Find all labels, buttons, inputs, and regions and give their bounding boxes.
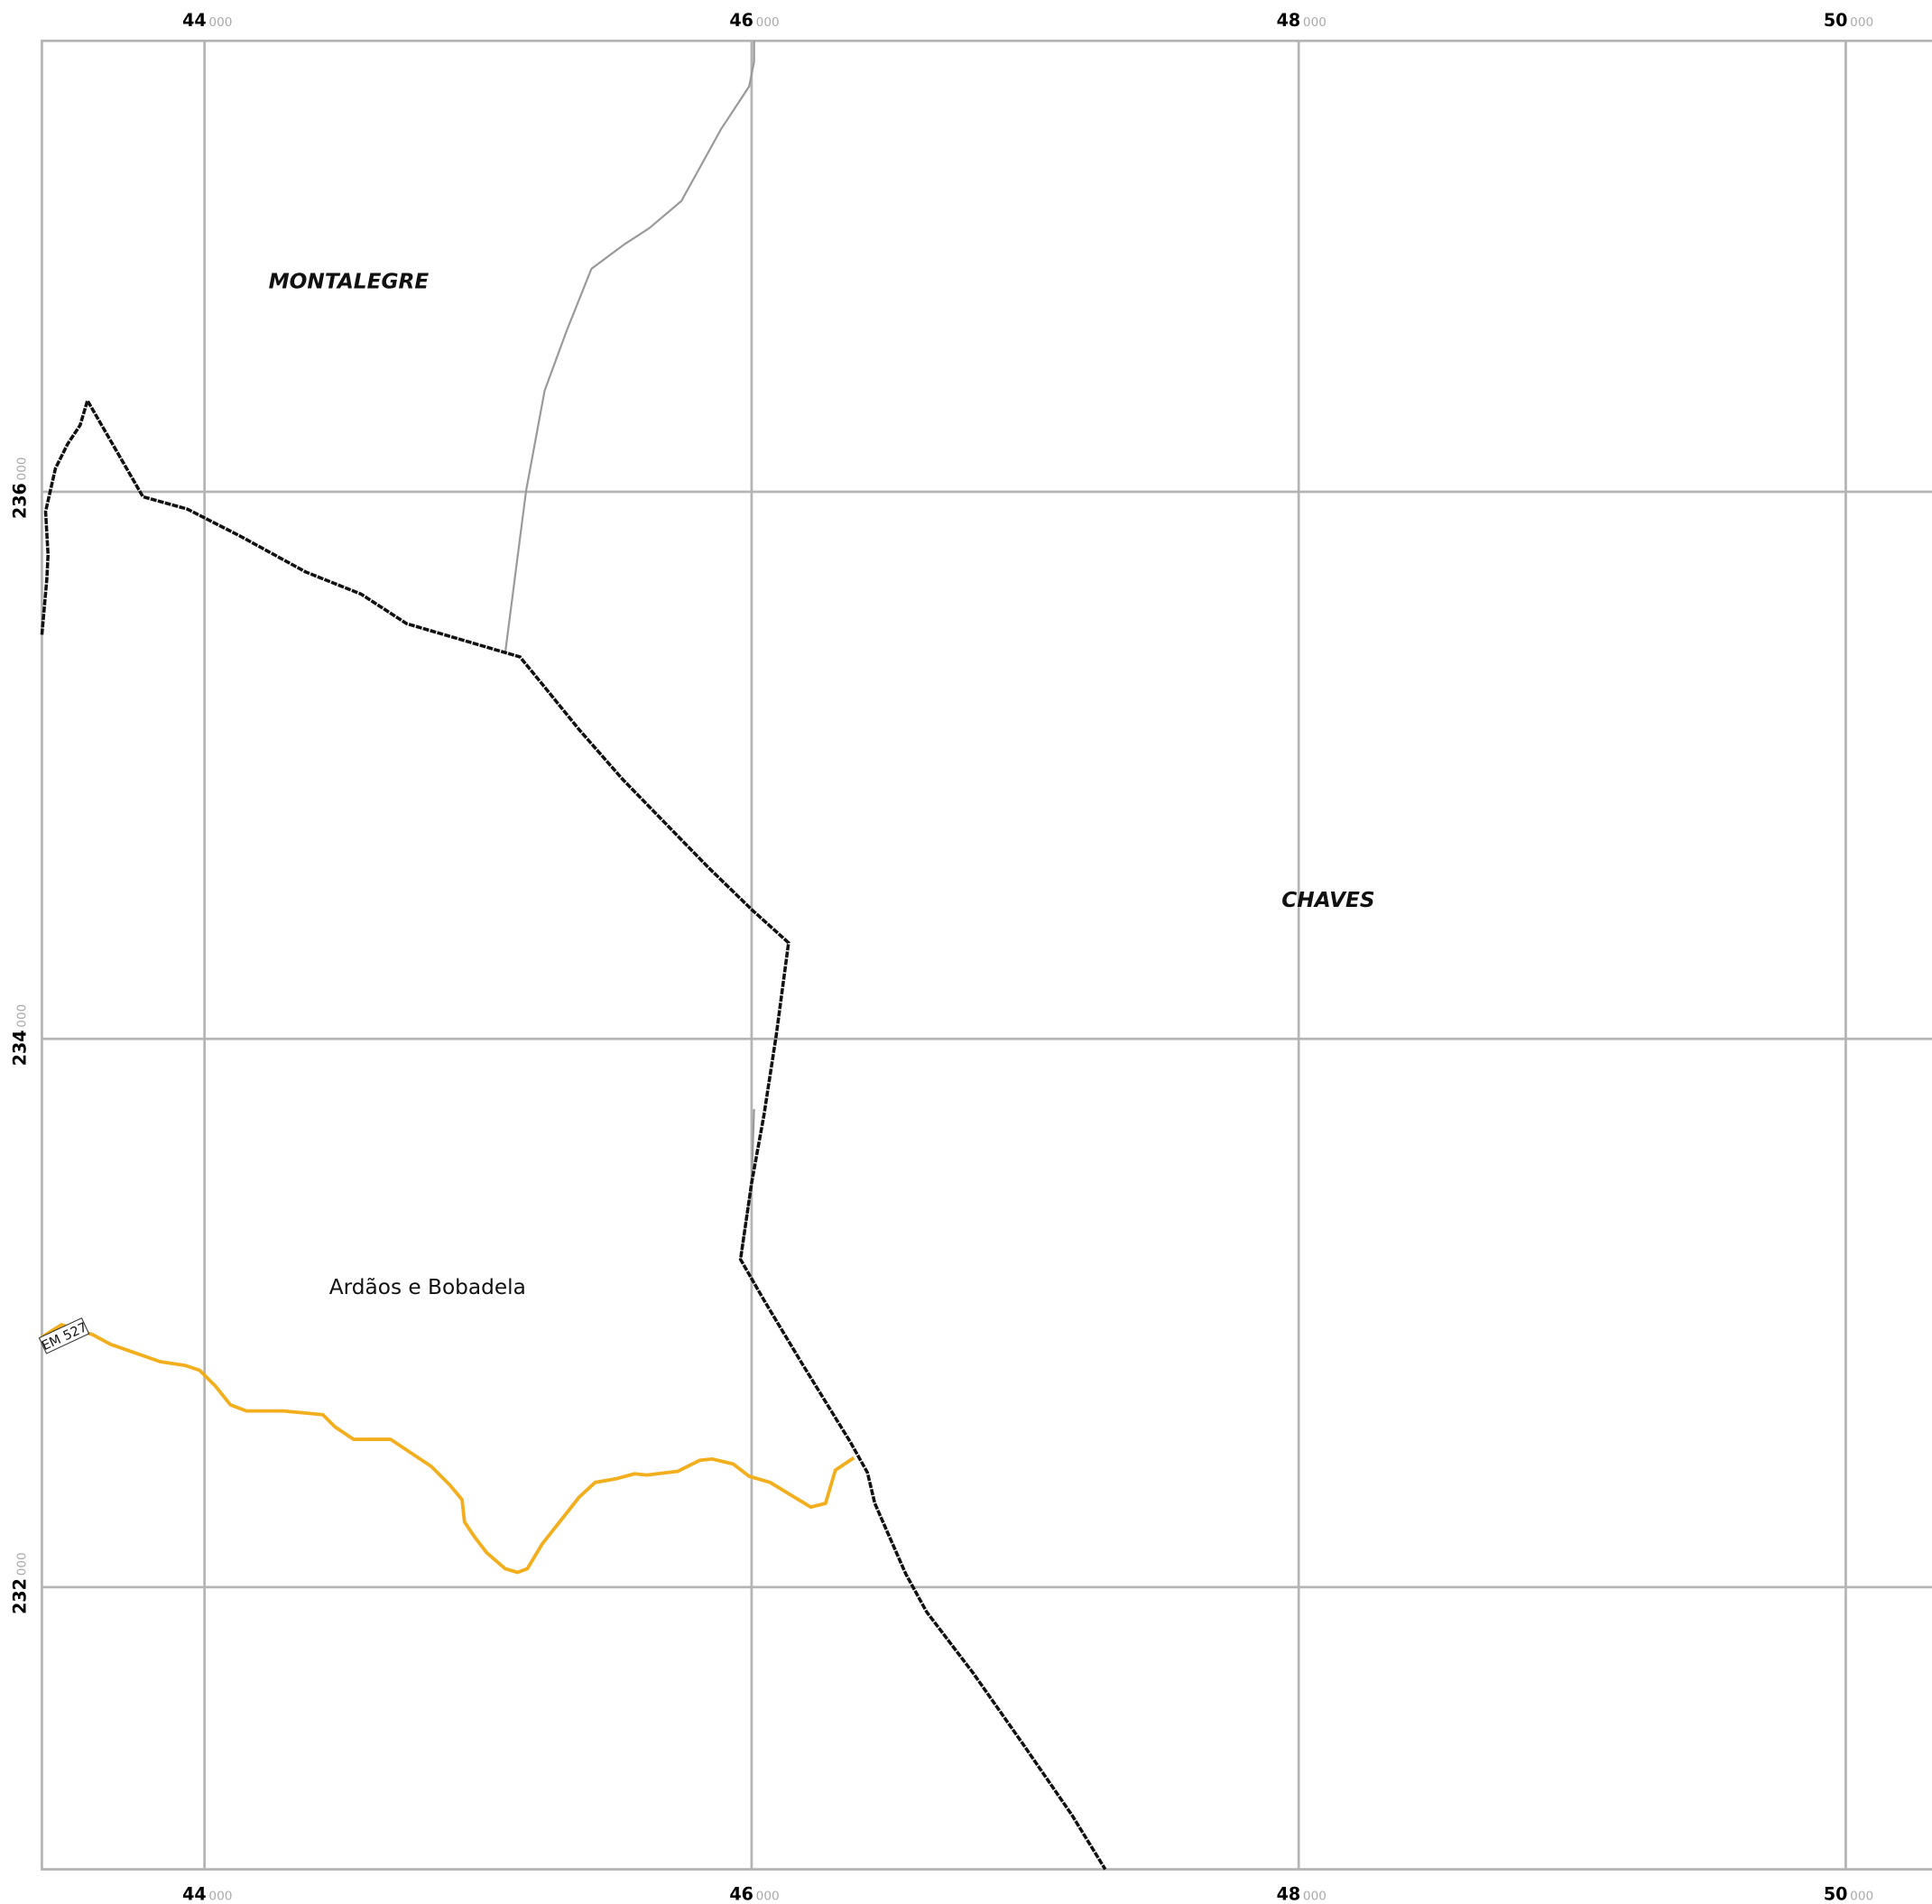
grid-label-minor: 000 [1850,1890,1873,1904]
road-label-box [38,1317,90,1354]
grid [42,41,1932,1870]
grid-label-minor: 000 [1850,15,1873,30]
grid-label-major: 46 [729,1884,753,1904]
grid-label-minor: 000 [208,15,232,30]
grid-label-group: 236000 [10,457,31,519]
grid-label-major: 48 [1277,1884,1301,1904]
grid-label: 50 000 [1824,10,1873,31]
grid-label-major: 44 [182,1884,207,1904]
grid-label-major: 232 [10,1578,31,1614]
municipality-label: CHAVES [1281,888,1374,912]
grid-label-minor: 000 [15,457,30,480]
grid-label-minor: 000 [756,15,780,30]
grid-label: 50 000 [1824,1884,1873,1904]
grid-label-major: 50 [1824,10,1848,31]
grid-label-major: 48 [1277,10,1301,31]
map-frame [41,39,1932,1871]
grid-label-minor: 000 [208,1890,232,1904]
grid-label: 232000 [10,1552,31,1614]
grid-label: 234000 [10,1004,31,1067]
grid-label-major: 234 [10,1030,31,1066]
grid-label-major: 46 [729,10,753,31]
grid-label-major: 44 [182,10,207,31]
grid-label: 48 000 [1277,10,1327,31]
municipality-label: MONTALEGRE [269,270,430,294]
grid-label: 46 000 [729,1884,779,1904]
grid-label-minor: 000 [15,1004,30,1028]
parish-boundary [504,41,755,654]
grid-label-major: 50 [1824,1884,1848,1904]
grid-label-minor: 000 [15,1552,30,1576]
grid-label: 46 000 [729,10,779,31]
grid-label-group: 234000 [10,1004,31,1067]
grid-label-minor: 000 [1303,1890,1327,1904]
grid-label-minor: 000 [756,1890,780,1904]
grid-label-group: 232000 [10,1552,31,1614]
parish-label: Ardãos e Bobadela [329,1275,526,1299]
grid-label-minor: 000 [1303,15,1327,30]
grid-label: 48 000 [1277,1884,1327,1904]
road [41,1323,855,1575]
grid-label: 236000 [10,457,31,519]
grid-label: 44 000 [182,1884,232,1904]
grid-label: 44 000 [182,10,232,31]
municipal-boundary [40,396,1107,1871]
grid-label-major: 236 [10,483,31,519]
